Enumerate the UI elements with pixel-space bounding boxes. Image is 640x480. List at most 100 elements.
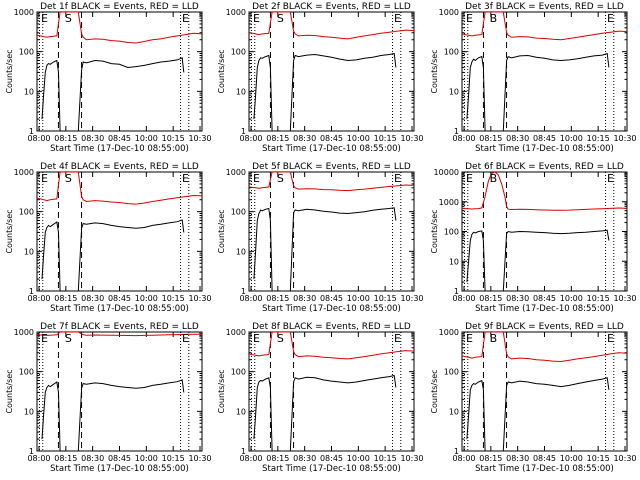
plot-frame bbox=[461, 11, 628, 132]
x-tick-label: 10:30 bbox=[188, 134, 211, 143]
event-marker: E bbox=[466, 172, 473, 185]
x-axis-label: Start Time (17-Dec-10 08:55:00) bbox=[475, 464, 614, 474]
event-marker: E bbox=[394, 172, 401, 185]
event-marker: S bbox=[65, 172, 72, 185]
y-axis-label: Counts/sec bbox=[5, 209, 14, 253]
event-marker: E bbox=[607, 332, 614, 345]
event-marker: B bbox=[490, 172, 498, 185]
series-line-events bbox=[253, 52, 397, 131]
event-marker: S bbox=[277, 332, 284, 345]
x-tick-label: 10:15 bbox=[587, 454, 610, 463]
y-axis-label: Counts/sec bbox=[217, 49, 226, 93]
chart-title: Det 8f BLACK = Events, RED = LLD bbox=[252, 322, 411, 332]
y-tick-label: 10 bbox=[449, 257, 459, 266]
y-tick-label: 1 bbox=[29, 127, 34, 136]
y-tick-label: 100 bbox=[231, 208, 246, 217]
y-tick-label: 1000 bbox=[14, 8, 34, 17]
x-tick-label: 08:45 bbox=[108, 134, 131, 143]
event-marker: E bbox=[41, 172, 48, 185]
event-marker: E bbox=[253, 12, 260, 25]
chart-panel-5: Det 5f BLACK = Events, RED = LLD 1 10 100 10… bbox=[217, 162, 424, 314]
y-tick-label: 10000 bbox=[434, 168, 459, 177]
x-tick-label: 08:30 bbox=[81, 294, 104, 303]
x-axis-label: Start Time (17-Dec-10 08:55:00) bbox=[262, 304, 401, 314]
x-tick-label: 08:00 bbox=[27, 454, 50, 463]
plot-frame bbox=[36, 171, 203, 292]
x-tick-label: 08:45 bbox=[108, 294, 131, 303]
x-tick-label: 10:00 bbox=[347, 134, 370, 143]
plot-frame bbox=[36, 331, 203, 452]
x-tick-label: 08:30 bbox=[506, 454, 529, 463]
plot-frame bbox=[248, 331, 415, 452]
y-tick-label: 1 bbox=[241, 447, 246, 456]
y-tick-label: 10 bbox=[24, 247, 34, 256]
x-axis-label: Start Time (17-Dec-10 08:55:00) bbox=[50, 304, 189, 314]
series-line-events bbox=[466, 229, 610, 291]
x-axis-label: Start Time (17-Dec-10 08:55:00) bbox=[475, 304, 614, 314]
chart-title: Det 5f BLACK = Events, RED = LLD bbox=[252, 162, 411, 172]
event-marker: E bbox=[41, 332, 48, 345]
y-tick-label: 1000 bbox=[439, 328, 459, 337]
event-marker: E bbox=[182, 172, 189, 185]
y-tick-label: 1000 bbox=[14, 168, 34, 177]
y-tick-label: 10 bbox=[24, 87, 34, 96]
y-tick-label: 1000 bbox=[226, 8, 246, 17]
x-tick-label: 08:30 bbox=[293, 294, 316, 303]
x-tick-label: 10:30 bbox=[188, 454, 211, 463]
y-tick-label: 1000 bbox=[14, 328, 34, 337]
plot-frame bbox=[36, 11, 203, 132]
series-line-lld bbox=[462, 172, 627, 211]
x-tick-label: 08:00 bbox=[452, 134, 475, 143]
y-tick-label: 10 bbox=[449, 87, 459, 96]
x-tick-label: 08:45 bbox=[320, 294, 343, 303]
series-line-events bbox=[253, 207, 397, 291]
x-tick-label: 08:00 bbox=[452, 294, 475, 303]
series-line-events bbox=[41, 57, 185, 131]
y-tick-label: 1000 bbox=[439, 198, 459, 207]
y-tick-label: 1 bbox=[454, 287, 459, 296]
series-line-lld bbox=[37, 332, 202, 337]
chart-panel-6: Det 6f BLACK = Events, RED = LLD 1 10 100 10… bbox=[430, 162, 637, 314]
series-line-events bbox=[41, 219, 185, 291]
x-tick-label: 08:15 bbox=[54, 454, 77, 463]
y-tick-label: 10 bbox=[236, 247, 246, 256]
chart-panel-4: Det 4f BLACK = Events, RED = LLD 1 10 100 10… bbox=[5, 162, 212, 314]
x-tick-label: 10:30 bbox=[613, 294, 636, 303]
event-marker: S bbox=[65, 12, 72, 25]
x-tick-label: 10:15 bbox=[162, 294, 185, 303]
event-marker: S bbox=[65, 332, 72, 345]
x-tick-label: 10:30 bbox=[188, 294, 211, 303]
series-line-lld bbox=[462, 332, 627, 363]
x-tick-label: 08:00 bbox=[239, 294, 262, 303]
chart-panel-3: Det 3f BLACK = Events, RED = LLD 1 10 100 10… bbox=[430, 2, 637, 154]
y-tick-label: 100 bbox=[444, 48, 459, 57]
x-tick-label: 10:00 bbox=[135, 134, 158, 143]
y-axis-label: Counts/sec bbox=[430, 369, 439, 413]
x-axis-label: Start Time (17-Dec-10 08:55:00) bbox=[50, 144, 189, 154]
series-line-lld bbox=[249, 332, 414, 360]
chart-title: Det 1f BLACK = Events, RED = LLD bbox=[40, 2, 199, 12]
x-tick-label: 08:15 bbox=[479, 134, 502, 143]
x-tick-label: 08:15 bbox=[266, 454, 289, 463]
y-tick-label: 1000 bbox=[226, 168, 246, 177]
y-axis-label: Counts/sec bbox=[430, 49, 439, 93]
series-line-lld bbox=[462, 12, 627, 41]
event-marker: E bbox=[394, 12, 401, 25]
event-marker: E bbox=[466, 12, 473, 25]
y-tick-label: 100 bbox=[231, 368, 246, 377]
y-tick-label: 1000 bbox=[226, 328, 246, 337]
series-line-events bbox=[466, 377, 610, 451]
y-tick-label: 100 bbox=[19, 368, 34, 377]
series-line-events bbox=[41, 379, 185, 451]
y-axis-label: Counts/sec bbox=[5, 49, 14, 93]
x-tick-label: 10:00 bbox=[347, 294, 370, 303]
y-tick-label: 1 bbox=[454, 127, 459, 136]
x-tick-label: 08:45 bbox=[533, 294, 556, 303]
x-tick-label: 08:30 bbox=[506, 294, 529, 303]
chart-panel-8: Det 8f BLACK = Events, RED = LLD 1 10 100 10… bbox=[217, 322, 424, 474]
y-tick-label: 100 bbox=[444, 228, 459, 237]
x-tick-label: 10:30 bbox=[613, 134, 636, 143]
x-tick-label: 10:30 bbox=[613, 454, 636, 463]
event-marker: S bbox=[277, 12, 284, 25]
x-tick-label: 08:00 bbox=[27, 134, 50, 143]
